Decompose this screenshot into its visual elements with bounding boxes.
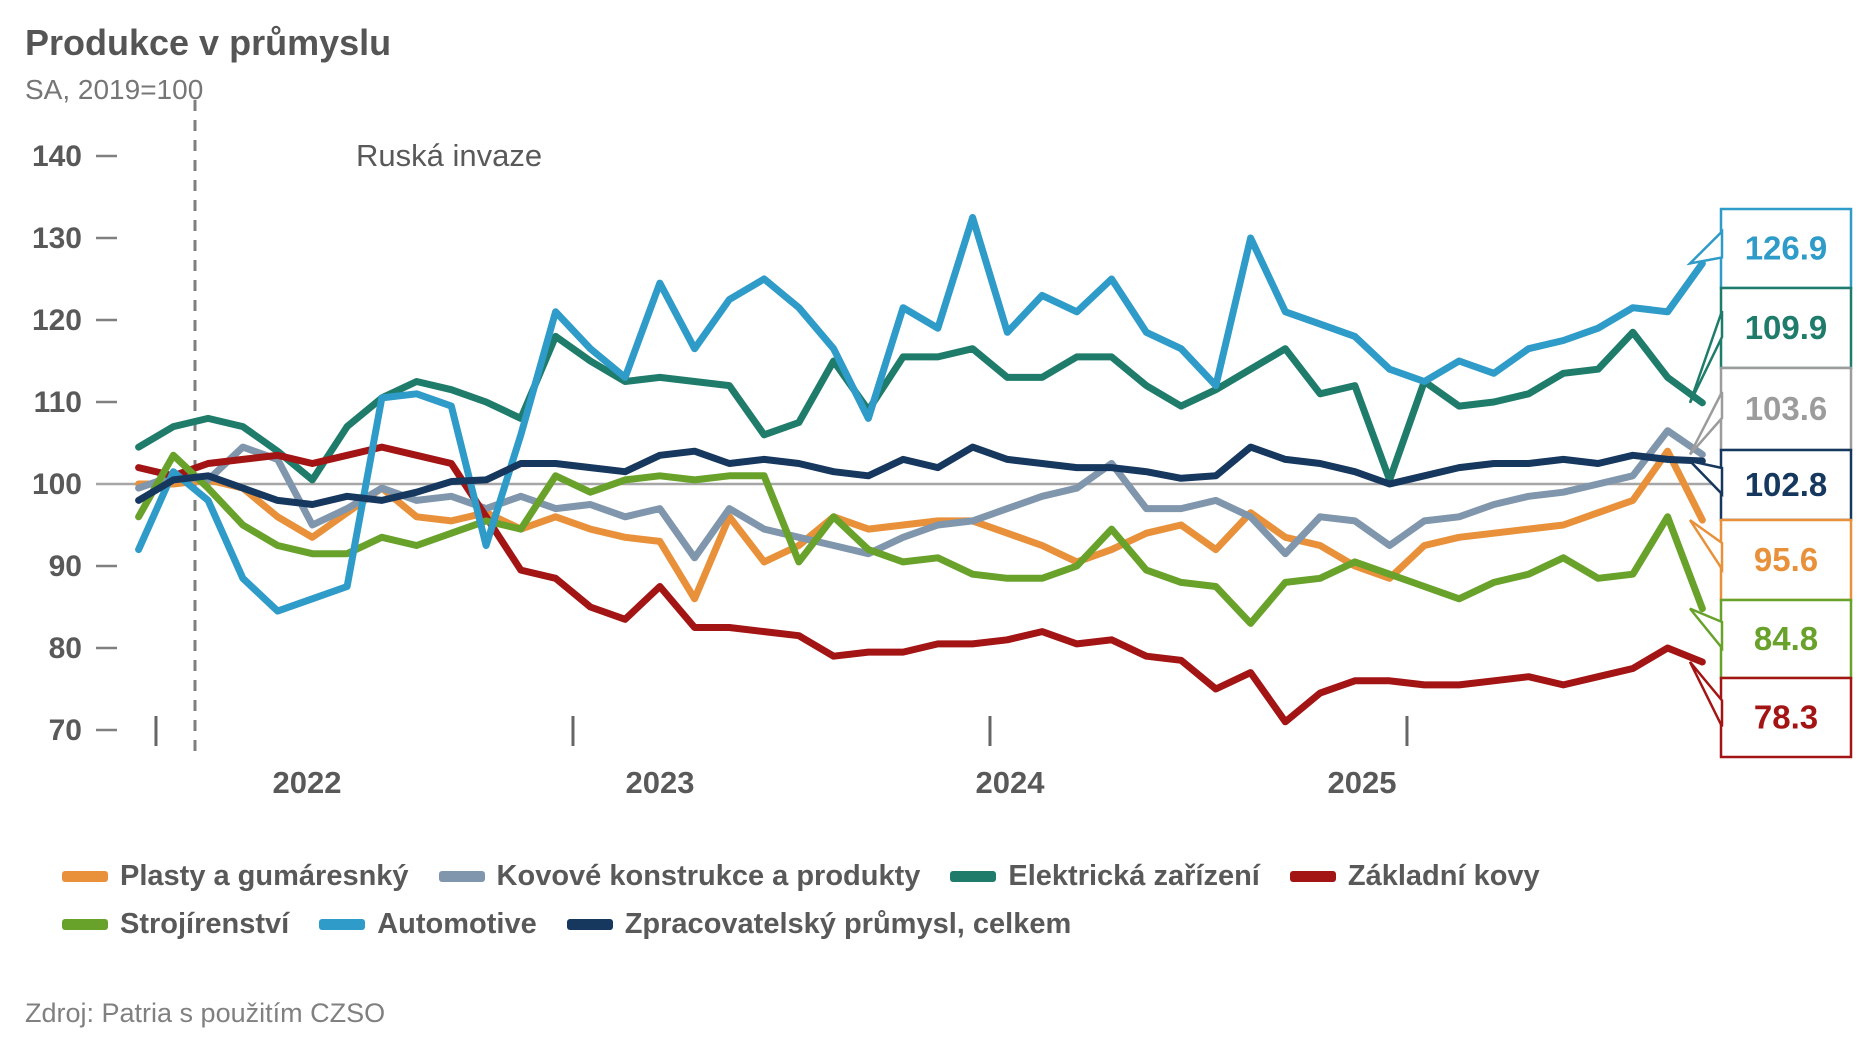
callout-pointer bbox=[1686, 228, 1724, 266]
page-title: Produkce v průmyslu bbox=[25, 22, 392, 63]
x-year-label: 2024 bbox=[976, 765, 1046, 800]
callout-pointer bbox=[1689, 607, 1724, 652]
callout-value: 95.6 bbox=[1754, 541, 1818, 578]
legend-label: Kovové konstrukce a produkty bbox=[496, 859, 921, 892]
callout-4: 84.8 bbox=[1689, 598, 1853, 680]
chart-legend: Plasty a gumáresnký Kovové konstrukce a p… bbox=[62, 852, 1822, 948]
legend-label: Elektrická zařízení bbox=[1008, 859, 1260, 892]
series-line-3 bbox=[135, 443, 1706, 726]
series-line-2 bbox=[135, 328, 1706, 484]
y-tick-label: 100 bbox=[32, 468, 82, 501]
legend-swatch bbox=[438, 870, 485, 882]
callout-pointer bbox=[1688, 519, 1724, 574]
callout-value: 103.6 bbox=[1745, 390, 1828, 427]
y-tick-label: 140 bbox=[32, 140, 82, 173]
legend-item-0: Plasty a gumáresnký bbox=[62, 860, 409, 893]
legend-row-2: Strojírenství Automotive Zpracovatelský pr… bbox=[62, 900, 1822, 948]
legend-item-1: Kovové konstrukce a produkty bbox=[438, 859, 921, 893]
legend-swatch bbox=[319, 918, 366, 930]
callout-box bbox=[1719, 366, 1853, 452]
legend-swatch bbox=[950, 870, 997, 882]
series-line-0 bbox=[135, 447, 1706, 603]
x-year-label: 2023 bbox=[626, 765, 695, 800]
x-year-label: 2022 bbox=[273, 765, 342, 800]
chart-subtitle: SA, 2019=100 bbox=[25, 74, 204, 105]
callout-pointer bbox=[1686, 458, 1724, 498]
source-note: Zdroj: Patria s použitím CZSO bbox=[25, 998, 386, 1028]
callout-pointer bbox=[1688, 661, 1724, 728]
legend-label: Plasty a gumáresnký bbox=[120, 859, 409, 892]
callout-value: 126.9 bbox=[1745, 230, 1828, 267]
callout-value: 78.3 bbox=[1754, 699, 1818, 736]
callout-5: 126.9 bbox=[1686, 207, 1853, 290]
legend-swatch bbox=[1289, 870, 1336, 882]
callout-box bbox=[1719, 448, 1853, 522]
callout-value: 102.8 bbox=[1745, 466, 1828, 503]
y-tick-label: 70 bbox=[49, 714, 82, 747]
callout-pointer bbox=[1688, 310, 1724, 404]
legend-label: Automotive bbox=[377, 907, 537, 940]
legend-item-6: Zpracovatelský průmysl, celkem bbox=[566, 907, 1072, 941]
callout-box bbox=[1719, 676, 1853, 759]
y-tick-label: 120 bbox=[32, 304, 82, 337]
legend-label: Strojírenství bbox=[120, 907, 290, 940]
event-annotation-label: Ruská invaze bbox=[356, 138, 543, 173]
callout-1: 103.6 bbox=[1688, 366, 1853, 456]
legend-item-4: Strojírenství bbox=[62, 908, 289, 941]
legend-label: Základní kovy bbox=[1347, 859, 1540, 892]
x-year-label: 2025 bbox=[1328, 765, 1397, 800]
callout-pointer bbox=[1688, 391, 1724, 456]
legend-swatch bbox=[62, 870, 108, 882]
y-tick-label: 110 bbox=[34, 386, 82, 419]
legend-swatch bbox=[62, 918, 108, 930]
legend-item-5: Automotive bbox=[319, 908, 537, 941]
callout-2: 109.9 bbox=[1688, 286, 1853, 404]
callout-0: 95.6 bbox=[1688, 518, 1853, 602]
callout-value: 109.9 bbox=[1745, 309, 1828, 346]
legend-label: Zpracovatelský průmysl, celkem bbox=[624, 907, 1072, 940]
y-tick-label: 80 bbox=[49, 632, 82, 665]
series-line-5 bbox=[135, 214, 1706, 615]
callout-box bbox=[1719, 286, 1853, 370]
legend-item-2: Elektrická zařízení bbox=[950, 859, 1260, 893]
series-line-6 bbox=[135, 443, 1706, 508]
legend-swatch bbox=[566, 918, 613, 930]
callout-box bbox=[1719, 598, 1853, 680]
series-line-4 bbox=[135, 451, 1706, 627]
legend-item-3: Základní kovy bbox=[1289, 859, 1540, 893]
y-tick-label: 90 bbox=[49, 550, 82, 583]
legend-row-1: Plasty a gumáresnký Kovové konstrukce a p… bbox=[62, 852, 1822, 900]
callout-3: 78.3 bbox=[1688, 661, 1853, 759]
callout-6: 102.8 bbox=[1686, 448, 1853, 522]
callout-value: 84.8 bbox=[1754, 620, 1818, 657]
y-tick-label: 130 bbox=[32, 222, 82, 255]
